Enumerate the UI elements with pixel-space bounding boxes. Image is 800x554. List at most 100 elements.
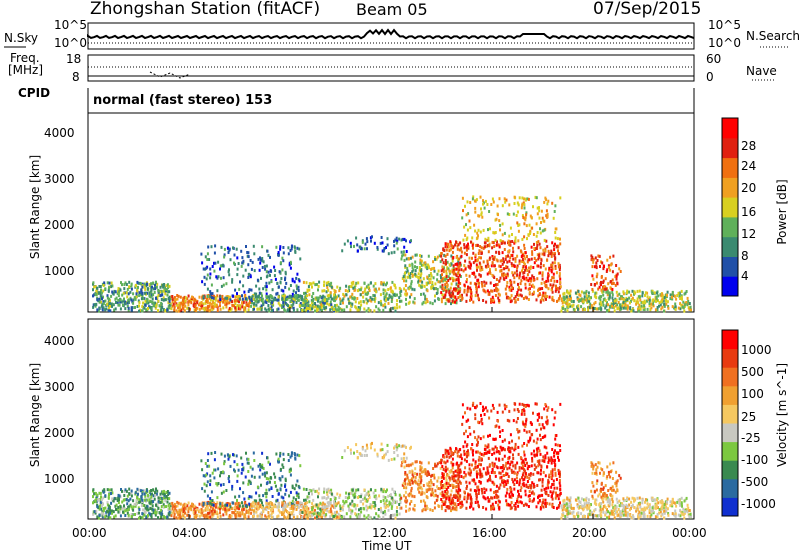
storm-pwr-cell xyxy=(463,290,466,294)
storm-vel-cell xyxy=(501,457,504,461)
mid1-vel-cell xyxy=(279,467,282,471)
storm-vel-cell xyxy=(455,474,458,478)
mid1-vel-cell xyxy=(220,491,223,495)
storm-pwr-cell xyxy=(502,272,505,276)
storm-pwr-cell xyxy=(542,294,545,298)
storm-vel-cell xyxy=(497,450,500,453)
early-vel-cell xyxy=(166,500,169,504)
band4-vel-cell xyxy=(400,464,403,468)
early-pwr-cell xyxy=(161,293,164,297)
storm-pwr-cell xyxy=(553,254,556,258)
band3-vel-cell xyxy=(394,500,397,504)
patch-pwr-cell xyxy=(390,251,393,255)
band2-vel-cell xyxy=(267,502,270,506)
storm-pwr-cell xyxy=(523,247,526,250)
storm-pwr-cell xyxy=(456,247,459,251)
storm-vel-cell xyxy=(452,499,455,503)
storm-vel-cell xyxy=(483,487,486,491)
band4-vel-cell xyxy=(419,460,421,464)
storm-vel-cell xyxy=(518,466,521,470)
early-vel-cell xyxy=(145,491,148,495)
band2-pwr-cell xyxy=(314,309,316,313)
early-vel-cell xyxy=(125,489,128,493)
band3-vel-cell xyxy=(311,492,313,496)
band3-vel-cell xyxy=(303,511,306,515)
band4-vel-cell xyxy=(408,494,411,498)
storm-pwr-cell xyxy=(554,257,557,261)
band3-vel-cell xyxy=(327,487,330,491)
band4-pwr-cell xyxy=(437,280,440,284)
band4-pwr-cell xyxy=(425,266,428,270)
mid1-pwr-cell xyxy=(259,261,262,265)
band3-vel-cell xyxy=(384,512,387,516)
storm-pwr-cell xyxy=(517,297,520,301)
mid1-pwr-cell xyxy=(223,247,226,251)
storm-vel-cell xyxy=(520,501,523,505)
band1-pwr-cell xyxy=(234,302,237,306)
storm-vel-cell xyxy=(548,502,551,506)
storm-vel-cell xyxy=(510,468,513,472)
storm-pwr-cell xyxy=(550,278,553,282)
band2-vel-cell xyxy=(271,508,273,512)
early-pwr-cell xyxy=(165,298,168,302)
early-pwr-cell xyxy=(117,287,120,291)
storm-pwr-cell xyxy=(493,245,496,248)
band4-pwr-cell xyxy=(413,301,416,305)
band1-pwr-cell xyxy=(212,301,215,305)
storm-high-vel-cell xyxy=(551,408,554,412)
band2-vel-cell xyxy=(268,516,271,520)
storm-pwr-cell xyxy=(533,261,536,265)
mid1-vel-cell xyxy=(260,499,263,502)
storm-pwr-cell xyxy=(458,290,461,294)
mid1-vel-cell xyxy=(231,487,234,491)
storm-pwr-cell xyxy=(442,270,445,274)
storm-pwr-cell xyxy=(458,268,461,272)
mid1-vel-cell xyxy=(215,482,218,486)
early-vel-cell xyxy=(98,491,101,495)
band1-pwr-cell xyxy=(182,298,184,302)
band3-pwr-cell xyxy=(317,296,320,300)
band3-vel-cell xyxy=(338,496,341,499)
early-vel-cell xyxy=(113,497,116,501)
band4-vel-cell xyxy=(432,494,435,497)
band3-pwr-cell xyxy=(391,280,394,284)
storm-vel-cell xyxy=(539,507,542,511)
storm-vel-cell xyxy=(544,491,547,495)
vel-cb-m1000: -1000 xyxy=(741,497,776,511)
band1-pwr-cell xyxy=(235,295,238,298)
storm-pwr-cell xyxy=(533,256,536,260)
band3-pwr-cell xyxy=(354,283,357,287)
storm-pwr-cell xyxy=(554,242,556,246)
band2-pwr-cell xyxy=(290,304,293,308)
band2-pwr-cell xyxy=(292,300,295,304)
storm-pwr-cell xyxy=(440,254,443,258)
band2-pwr-cell xyxy=(251,295,254,299)
storm-pwr-cell xyxy=(529,265,532,269)
storm-vel-cell xyxy=(469,496,472,500)
storm-pwr-cell xyxy=(554,289,557,293)
band1-vel-cell xyxy=(206,508,209,512)
band1-pwr-cell xyxy=(211,307,214,311)
band3-pwr-cell xyxy=(318,280,321,284)
storm-pwr-cell xyxy=(559,277,562,281)
early-pwr-cell xyxy=(164,292,167,296)
storm-vel-cell xyxy=(512,464,515,468)
band4-pwr-cell xyxy=(404,253,407,257)
storm-pwr-cell xyxy=(509,300,512,304)
mid1-pwr-cell xyxy=(261,294,263,298)
early-pwr-cell xyxy=(156,295,159,299)
storm-vel-cell xyxy=(490,506,493,510)
patch-pwr-cell xyxy=(393,250,396,254)
storm-vel-cell xyxy=(476,450,479,454)
storm-vel-cell xyxy=(524,475,527,479)
band4-vel-cell xyxy=(424,468,427,472)
mid1-vel-cell xyxy=(249,480,252,484)
mid1-pwr-cell xyxy=(249,259,252,262)
early-pwr-cell xyxy=(166,308,169,312)
early-pwr-cell xyxy=(113,308,116,312)
storm-pwr-cell xyxy=(544,291,547,295)
band2-pwr-cell xyxy=(281,296,284,300)
band1-vel-cell xyxy=(237,504,240,508)
band4-vel-cell xyxy=(432,491,435,495)
storm-pwr-cell xyxy=(460,246,463,250)
